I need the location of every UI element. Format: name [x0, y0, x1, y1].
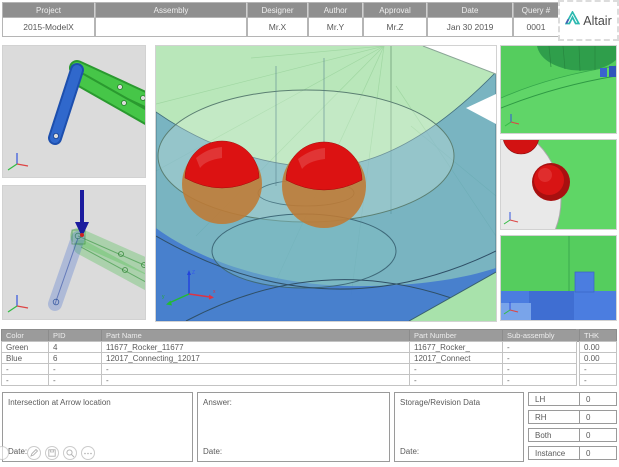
- count-value[interactable]: 0: [580, 446, 617, 460]
- counts-table: LH 0 RH 0 Both 0 Instance 0: [528, 392, 617, 464]
- storage-date-label: Date:: [400, 447, 420, 456]
- zoom-icon[interactable]: [63, 446, 77, 460]
- question-label: Intersection at Arrow location: [8, 398, 111, 407]
- more-icon[interactable]: [81, 446, 95, 460]
- altair-logo-icon: [565, 10, 581, 30]
- table-row: - - - - - -: [1, 374, 617, 386]
- intersection-sphere-left: [182, 140, 262, 224]
- save-icon[interactable]: [45, 446, 59, 460]
- altair-logo: Altair: [558, 0, 619, 41]
- axis-triad-icon: [503, 302, 519, 315]
- viewport-main-intersection[interactable]: Z x y: [155, 45, 497, 322]
- storage-label: Storage/Revision Data: [400, 398, 481, 407]
- count-row-rh: RH 0: [528, 410, 617, 424]
- table-row: Blue 6 12017_Connecting_12017 12017_Conn…: [1, 352, 617, 364]
- header-value-approval[interactable]: Mr.Z: [363, 18, 427, 37]
- axis-triad: Z x y: [162, 270, 216, 306]
- parts-table: Color PID Part Name Part Number Sub-asse…: [1, 329, 617, 386]
- axis-triad-icon: [7, 153, 29, 171]
- answer-label: Answer:: [203, 398, 232, 407]
- viewport-detail-bottom[interactable]: [500, 235, 617, 321]
- count-label: Instance: [528, 446, 580, 460]
- load-arrow-icon: [75, 190, 89, 237]
- answer-date-label: Date:: [203, 447, 223, 456]
- cell: -: [1, 374, 49, 386]
- cell: -: [409, 374, 503, 386]
- count-label: Both: [528, 428, 580, 442]
- viewport-detail-top[interactable]: [500, 45, 617, 134]
- cell: -: [502, 374, 577, 386]
- storage-box[interactable]: Storage/Revision Data Date:: [394, 392, 524, 462]
- annotation-toolbar: [27, 446, 95, 460]
- axis-triad-icon: [504, 114, 520, 127]
- count-value[interactable]: 0: [580, 392, 617, 406]
- header-label-project: Project: [2, 2, 95, 18]
- question-box[interactable]: Intersection at Arrow location Date:: [0, 392, 193, 462]
- count-value[interactable]: 0: [580, 410, 617, 424]
- header-label-date: Date: [427, 2, 513, 18]
- count-label: LH: [528, 392, 580, 406]
- count-label: RH: [528, 410, 580, 424]
- header-value-query[interactable]: 0001: [513, 18, 559, 37]
- header-value-date[interactable]: Jan 30 2019: [427, 18, 513, 37]
- header-form: Project Assembly Designer Author Approva…: [2, 2, 559, 37]
- axis-label-z: Z: [192, 270, 195, 276]
- header-label-approval: Approval: [363, 2, 427, 18]
- axis-triad-icon: [7, 295, 29, 313]
- cell: -: [48, 374, 102, 386]
- header-label-author: Author: [308, 2, 363, 18]
- header-label-assembly: Assembly: [95, 2, 247, 18]
- count-row-both: Both 0: [528, 428, 617, 442]
- altair-logo-text: Altair: [583, 13, 612, 28]
- header-value-project[interactable]: 2015-ModelX: [2, 18, 95, 37]
- axis-triad-icon: [503, 212, 519, 225]
- viewport-linkage-transparent[interactable]: [2, 185, 146, 320]
- count-row-instance: Instance 0: [528, 446, 617, 460]
- toolbar-partial-icon[interactable]: [0, 446, 9, 460]
- header-label-designer: Designer: [247, 2, 308, 18]
- axis-label-y: y: [162, 294, 165, 300]
- header-value-assembly[interactable]: [95, 18, 247, 37]
- cell: -: [579, 374, 617, 386]
- count-row-lh: LH 0: [528, 392, 617, 406]
- viewport-linkage-solid[interactable]: [2, 45, 146, 178]
- header-label-query: Query #: [513, 2, 559, 18]
- viewport-detail-sphere[interactable]: [500, 139, 617, 230]
- count-value[interactable]: 0: [580, 428, 617, 442]
- question-date-label: Date:: [8, 447, 28, 456]
- cell: -: [101, 374, 410, 386]
- answer-box[interactable]: Answer: Date:: [197, 392, 390, 462]
- parts-table-header: Color PID Part Name Part Number Sub-asse…: [1, 329, 617, 342]
- intersection-sphere-right: [282, 141, 366, 228]
- edit-icon[interactable]: [27, 446, 41, 460]
- header-value-author[interactable]: Mr.Y: [308, 18, 363, 37]
- header-value-designer[interactable]: Mr.X: [247, 18, 308, 37]
- axis-label-x: x: [213, 289, 216, 295]
